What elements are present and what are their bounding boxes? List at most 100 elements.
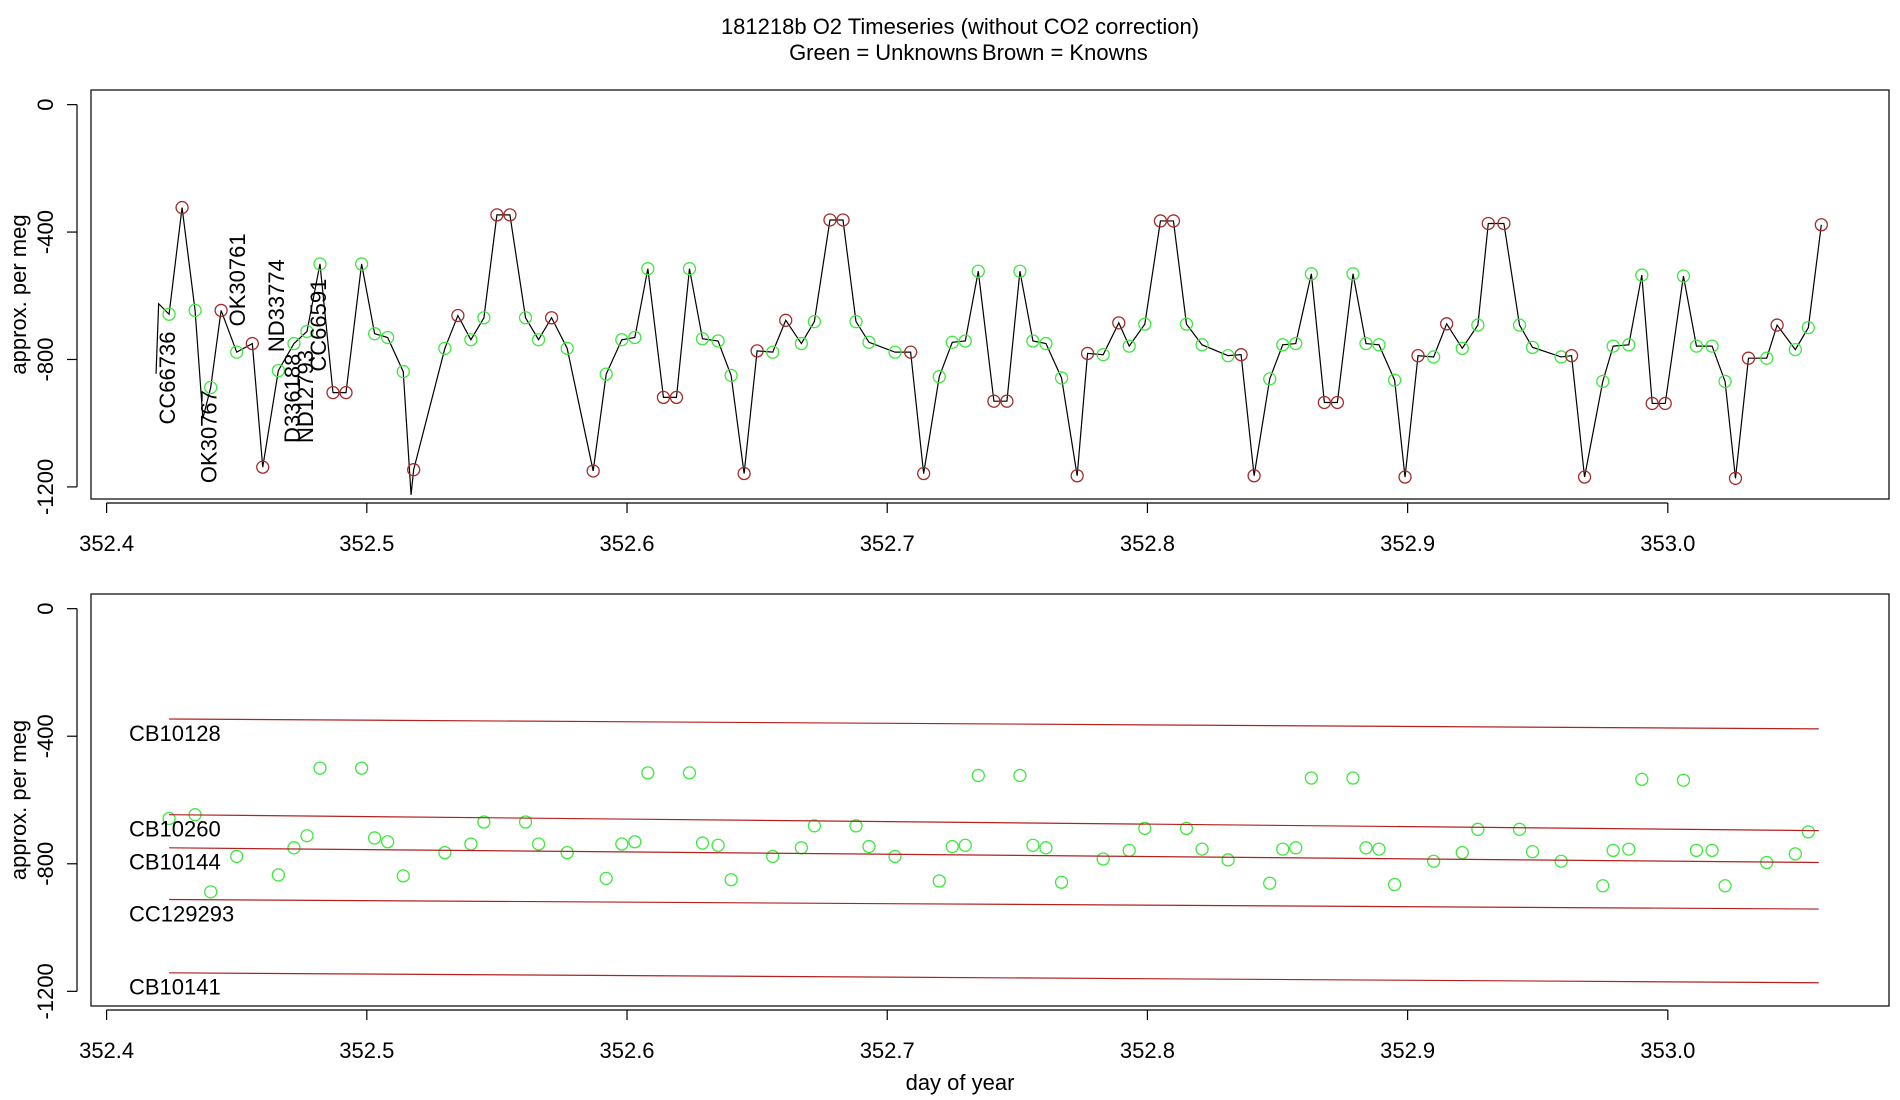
data-point <box>1096 852 1110 866</box>
data-point <box>1718 374 1732 389</box>
data-point <box>766 849 780 864</box>
data-point <box>1304 771 1319 785</box>
data-point <box>380 835 395 849</box>
x-tick-label: 352.4 <box>79 531 134 556</box>
data-point <box>560 341 574 355</box>
data-point <box>1455 845 1469 860</box>
data-point <box>641 766 655 780</box>
data-point <box>1497 216 1511 231</box>
x-tick-label: 352.9 <box>1380 1038 1435 1063</box>
data-point <box>656 390 671 405</box>
data-point <box>407 463 421 477</box>
data-point <box>175 200 189 215</box>
x-tick-label: 352.6 <box>599 531 654 556</box>
data-point <box>1359 336 1373 351</box>
data-point <box>1221 349 1235 363</box>
data-point <box>380 330 395 345</box>
data-point <box>1801 320 1815 335</box>
data-point <box>1398 470 1412 484</box>
data-point <box>1080 346 1095 361</box>
reference-label: CB10141 <box>129 975 221 1000</box>
data-point <box>518 815 533 829</box>
data-point <box>1512 822 1527 836</box>
data-point <box>682 262 697 276</box>
reference-line <box>169 972 1819 984</box>
data-point <box>945 335 959 349</box>
sample-annotation: D336188 <box>280 354 305 443</box>
data-point <box>204 380 218 395</box>
data-point <box>695 332 710 346</box>
data-point <box>1013 768 1027 783</box>
data-point <box>1606 339 1620 353</box>
x-tick-label: 352.6 <box>599 1038 654 1063</box>
data-point <box>586 464 600 478</box>
data-point <box>836 213 850 227</box>
data-point <box>1718 879 1732 893</box>
plot-box <box>90 89 1890 500</box>
data-point <box>1455 341 1469 355</box>
data-point <box>287 841 301 855</box>
data-point <box>1346 771 1360 785</box>
data-point <box>779 313 793 327</box>
data-point <box>1359 841 1373 855</box>
data-point <box>695 836 710 850</box>
data-point <box>354 257 369 271</box>
data-point <box>1234 348 1248 362</box>
data-point <box>1195 338 1209 352</box>
x-tick-label: 352.4 <box>79 1038 134 1063</box>
y-tick-label: -800 <box>33 842 58 886</box>
data-point <box>313 761 327 775</box>
sample-annotation: CC66736 <box>155 332 180 425</box>
y-tick-label: 0 <box>33 99 58 111</box>
data-point <box>1026 838 1040 852</box>
data-point <box>971 768 985 783</box>
data-point <box>1705 339 1719 353</box>
sample-annotation: OK30767 <box>197 390 222 483</box>
data-point <box>1481 216 1495 231</box>
data-point <box>1221 853 1235 867</box>
data-point <box>1788 342 1802 357</box>
data-point <box>1054 371 1069 385</box>
data-point <box>214 303 228 318</box>
data-point <box>1564 349 1579 363</box>
data-point <box>1096 348 1110 362</box>
data-point <box>1577 470 1592 484</box>
data-point <box>628 330 642 345</box>
data-point <box>1622 338 1636 352</box>
data-point <box>1788 847 1802 861</box>
data-point <box>1635 268 1649 282</box>
data-point <box>1026 334 1040 348</box>
data-point <box>1054 875 1069 889</box>
data-point <box>971 264 985 278</box>
data-point <box>823 213 837 227</box>
data-point <box>1138 821 1152 836</box>
plot-box <box>90 593 1890 1007</box>
data-point <box>1676 269 1691 283</box>
data-point <box>1554 350 1568 364</box>
data-point <box>724 368 738 383</box>
data-point <box>724 873 738 887</box>
data-point <box>560 845 574 860</box>
data-point <box>477 311 491 325</box>
reference-line <box>169 847 1819 864</box>
data-point <box>1411 349 1425 363</box>
data-point <box>888 345 902 359</box>
x-tick-label: 353.0 <box>1640 531 1695 556</box>
data-point <box>490 208 504 222</box>
data-point <box>1346 267 1360 281</box>
data-point <box>1728 471 1743 485</box>
data-point <box>615 333 629 347</box>
data-point <box>518 311 533 325</box>
data-point <box>903 345 918 359</box>
sample-annotation: OK30761 <box>225 233 250 326</box>
data-point <box>1263 876 1277 890</box>
data-point <box>737 466 751 481</box>
data-point <box>1387 877 1402 892</box>
reference-line <box>169 718 1819 730</box>
data-point <box>1372 842 1386 856</box>
data-point <box>750 344 764 358</box>
data-point <box>339 385 353 400</box>
data-point <box>1195 842 1209 856</box>
